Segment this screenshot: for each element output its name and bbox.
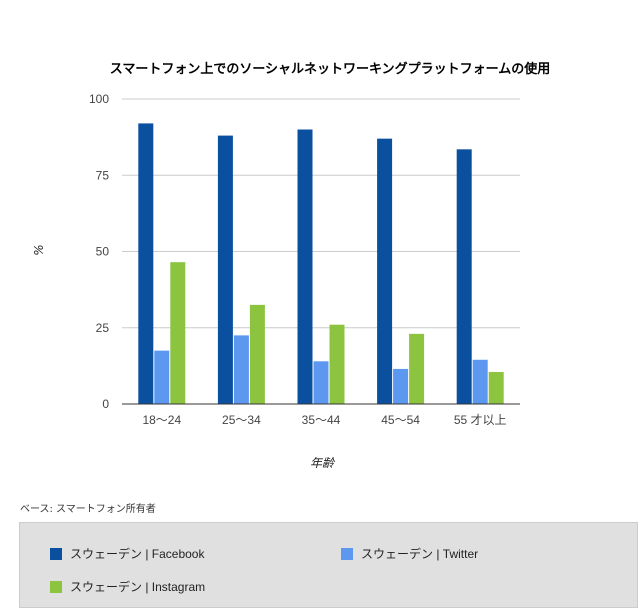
bar-facebook-4 bbox=[456, 149, 472, 404]
chart-svg: スマートフォン上でのソーシャルネットワーキングプラットフォームの使用 0 25 50… bbox=[32, 61, 551, 470]
y-tick-label: 100 bbox=[89, 92, 109, 106]
y-tick-label: 25 bbox=[96, 321, 110, 335]
legend-swatch-instagram bbox=[50, 580, 62, 593]
bar-twitter-2 bbox=[313, 361, 329, 404]
bar-twitter-0 bbox=[154, 350, 170, 404]
bar-instagram-1 bbox=[249, 304, 265, 404]
y-tick-label: 0 bbox=[102, 397, 109, 411]
legend-item-twitter[interactable]: スウェーデン | Twitter bbox=[341, 545, 478, 562]
chart-title: スマートフォン上でのソーシャルネットワーキングプラットフォームの使用 bbox=[110, 61, 551, 77]
legend-item-instagram[interactable]: スウェーデン | Instagram bbox=[50, 578, 205, 595]
x-tick-labels: 18〜24 25〜34 35〜44 45〜54 55 才以上 bbox=[142, 413, 506, 427]
x-tick-label: 55 才以上 bbox=[454, 413, 507, 427]
y-axis-label: % bbox=[32, 244, 46, 255]
bar-instagram-0 bbox=[170, 262, 186, 404]
bar-twitter-3 bbox=[393, 368, 409, 404]
bar-twitter-4 bbox=[472, 359, 488, 404]
x-tick-label: 45〜54 bbox=[381, 413, 420, 427]
x-tick-label: 25〜34 bbox=[222, 413, 261, 427]
bar-facebook-2 bbox=[297, 129, 313, 404]
legend-label-facebook: スウェーデン | Facebook bbox=[70, 547, 205, 561]
bar-twitter-1 bbox=[233, 335, 249, 404]
legend-label-twitter: スウェーデン | Twitter bbox=[361, 547, 479, 561]
base-note: ベース: スマートフォン所有者 bbox=[20, 504, 156, 515]
legend: スウェーデン | Facebook スウェーデン | Twitter スウェーデ… bbox=[19, 522, 638, 608]
bar-facebook-1 bbox=[217, 135, 233, 404]
y-tick-label: 50 bbox=[96, 245, 110, 259]
y-tick-labels: 0 25 50 75 100 bbox=[89, 92, 109, 411]
bar-instagram-2 bbox=[329, 324, 345, 404]
bar-facebook-0 bbox=[138, 123, 154, 405]
bar-instagram-4 bbox=[488, 371, 504, 404]
y-tick-label: 75 bbox=[96, 168, 110, 182]
x-tick-label: 18〜24 bbox=[142, 413, 181, 427]
legend-label-instagram: スウェーデン | Instagram bbox=[70, 580, 206, 594]
legend-swatch-twitter bbox=[341, 547, 353, 560]
bar-instagram-3 bbox=[409, 333, 425, 404]
bars bbox=[138, 123, 504, 405]
legend-item-facebook[interactable]: スウェーデン | Facebook bbox=[50, 545, 205, 562]
x-axis-label: 年齢 bbox=[310, 456, 336, 470]
grid-lines bbox=[122, 98, 520, 329]
x-tick-label: 35〜44 bbox=[302, 413, 341, 427]
bar-facebook-3 bbox=[377, 138, 393, 404]
legend-swatch-facebook bbox=[50, 547, 62, 560]
